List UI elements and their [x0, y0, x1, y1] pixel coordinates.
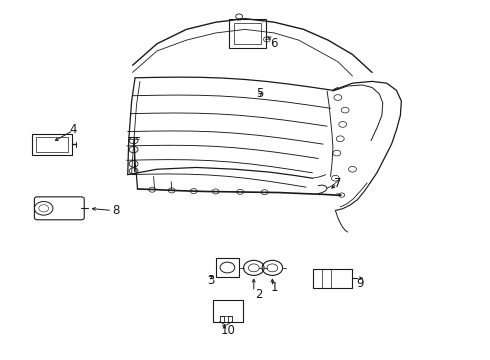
Bar — [234, 23, 261, 44]
Text: 9: 9 — [356, 278, 364, 291]
Bar — [36, 136, 68, 152]
Text: 3: 3 — [207, 274, 215, 287]
Text: 6: 6 — [270, 37, 278, 50]
Text: 1: 1 — [270, 281, 278, 294]
Bar — [32, 134, 72, 155]
Text: 10: 10 — [220, 324, 235, 337]
Text: 4: 4 — [69, 123, 77, 136]
Bar — [213, 300, 243, 321]
Text: 7: 7 — [334, 177, 342, 190]
Bar — [314, 269, 351, 288]
FancyBboxPatch shape — [229, 19, 266, 48]
FancyBboxPatch shape — [34, 197, 84, 220]
Text: 2: 2 — [255, 288, 263, 301]
Text: 8: 8 — [112, 204, 119, 217]
Text: 5: 5 — [256, 87, 263, 100]
Bar — [216, 258, 239, 277]
